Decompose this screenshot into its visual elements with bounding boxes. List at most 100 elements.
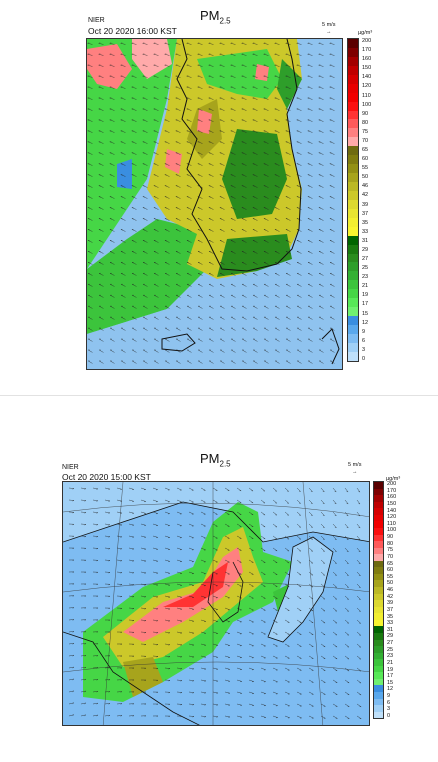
wind-arrow-head — [168, 620, 170, 622]
wind-arrow — [236, 583, 242, 587]
wind-arrow — [164, 218, 170, 221]
wind-arrow — [284, 619, 290, 623]
wind-arrow — [212, 667, 218, 670]
wind-arrow — [307, 174, 313, 177]
wind-arrow — [307, 196, 313, 199]
wind-arrow-head — [84, 678, 87, 681]
wind-arrow — [224, 571, 230, 575]
wind-arrow — [187, 327, 192, 331]
wind-arrow — [98, 174, 104, 177]
wind-arrow — [109, 53, 115, 56]
wind-arrow — [332, 535, 337, 540]
wind-arrow — [197, 251, 203, 254]
wind-arrow-head — [358, 562, 361, 564]
wind-arrow — [344, 715, 350, 719]
colorbar-tick-label: 90 — [387, 534, 394, 541]
wind-arrow-head — [84, 643, 87, 645]
wind-arrow — [230, 251, 236, 254]
wind-arrow — [272, 679, 278, 683]
wind-arrow — [176, 360, 181, 364]
wind-arrow-head — [72, 690, 75, 693]
wind-arrow-head — [132, 655, 135, 657]
wind-arrow — [164, 251, 170, 254]
wind-arrow — [368, 488, 369, 489]
wind-arrow-head — [108, 691, 111, 693]
wind-arrow — [212, 535, 218, 539]
wind-arrow — [87, 130, 93, 133]
colorbar-segment — [374, 672, 383, 679]
wind-arrow — [131, 207, 137, 210]
wind-arrow — [186, 97, 192, 100]
wind-arrow — [356, 595, 361, 600]
land-concentration — [147, 39, 302, 279]
wind-arrow — [241, 273, 247, 276]
wind-arrow-head — [108, 703, 111, 705]
wind-arrow — [98, 284, 104, 287]
wind-arrow — [241, 262, 247, 265]
wind-arrow — [344, 679, 350, 683]
wind-arrow — [197, 130, 203, 133]
hotspot — [123, 547, 243, 642]
wind-arrow — [274, 43, 280, 45]
wind-arrow — [188, 523, 194, 527]
wind-arrow — [307, 75, 313, 78]
wind-arrow — [120, 108, 126, 111]
wind-arrow — [318, 174, 324, 177]
wind-arrow — [200, 595, 206, 598]
wind-arrow — [274, 207, 280, 210]
wind-arrow — [208, 284, 214, 287]
wind-arrow — [120, 75, 126, 78]
wind-arrow — [263, 163, 269, 166]
colorbar-tick-label: 17 — [362, 301, 369, 308]
wind-arrow-head — [144, 608, 147, 610]
wind-arrow — [220, 360, 225, 364]
colorbar-segment — [374, 639, 383, 647]
wind-arrow — [224, 559, 230, 563]
wind-arrow — [120, 185, 126, 188]
colorbar-tick-label: 9 — [387, 693, 391, 700]
wind-arrow — [241, 53, 247, 56]
wind-arrow — [231, 327, 236, 331]
agency-label: NIER — [88, 17, 105, 24]
wind-arrow — [200, 571, 206, 574]
colorbar-tick-label: 3 — [387, 706, 391, 713]
wind-arrow — [272, 715, 278, 718]
wind-arrow — [368, 548, 369, 549]
wind-arrow — [165, 338, 170, 342]
wind-arrow — [230, 294, 236, 298]
wind-arrow — [332, 583, 337, 588]
wind-arrow-head — [144, 644, 147, 646]
wind-arrow — [109, 294, 115, 298]
wind-arrow — [219, 86, 225, 89]
wind-arrow-head — [84, 667, 87, 669]
wind-arrow — [252, 130, 258, 133]
wind-arrow — [186, 174, 192, 177]
wind-arrow — [224, 487, 230, 491]
wind-arrow — [152, 571, 158, 574]
wind-arrow — [284, 595, 290, 599]
wind-arrow — [99, 349, 104, 353]
wind-arrow — [296, 679, 302, 683]
wind-arrow — [109, 240, 115, 243]
wind-arrow — [109, 64, 115, 67]
wind-arrow — [236, 487, 242, 491]
wind-arrow — [164, 523, 170, 526]
colorbar-tick-label: 0 — [362, 356, 366, 362]
wind-arrow-head — [132, 632, 135, 634]
wind-arrow — [164, 174, 170, 177]
wind-arrow — [164, 631, 170, 633]
wind-arrow — [120, 119, 126, 122]
wind-arrow — [209, 305, 214, 309]
wind-arrow — [110, 305, 115, 309]
wind-arrow — [248, 631, 254, 635]
wind-arrow — [165, 349, 170, 353]
wind-arrow — [285, 86, 291, 89]
wind-arrow — [332, 511, 337, 516]
wind-arrow — [296, 667, 302, 671]
colorbar-segment — [374, 698, 383, 706]
wind-arrow-head — [96, 512, 99, 514]
wind-arrow — [176, 316, 181, 320]
wind-arrow — [272, 559, 278, 563]
wind-arrow — [252, 174, 258, 177]
wind-arrow — [212, 595, 218, 598]
